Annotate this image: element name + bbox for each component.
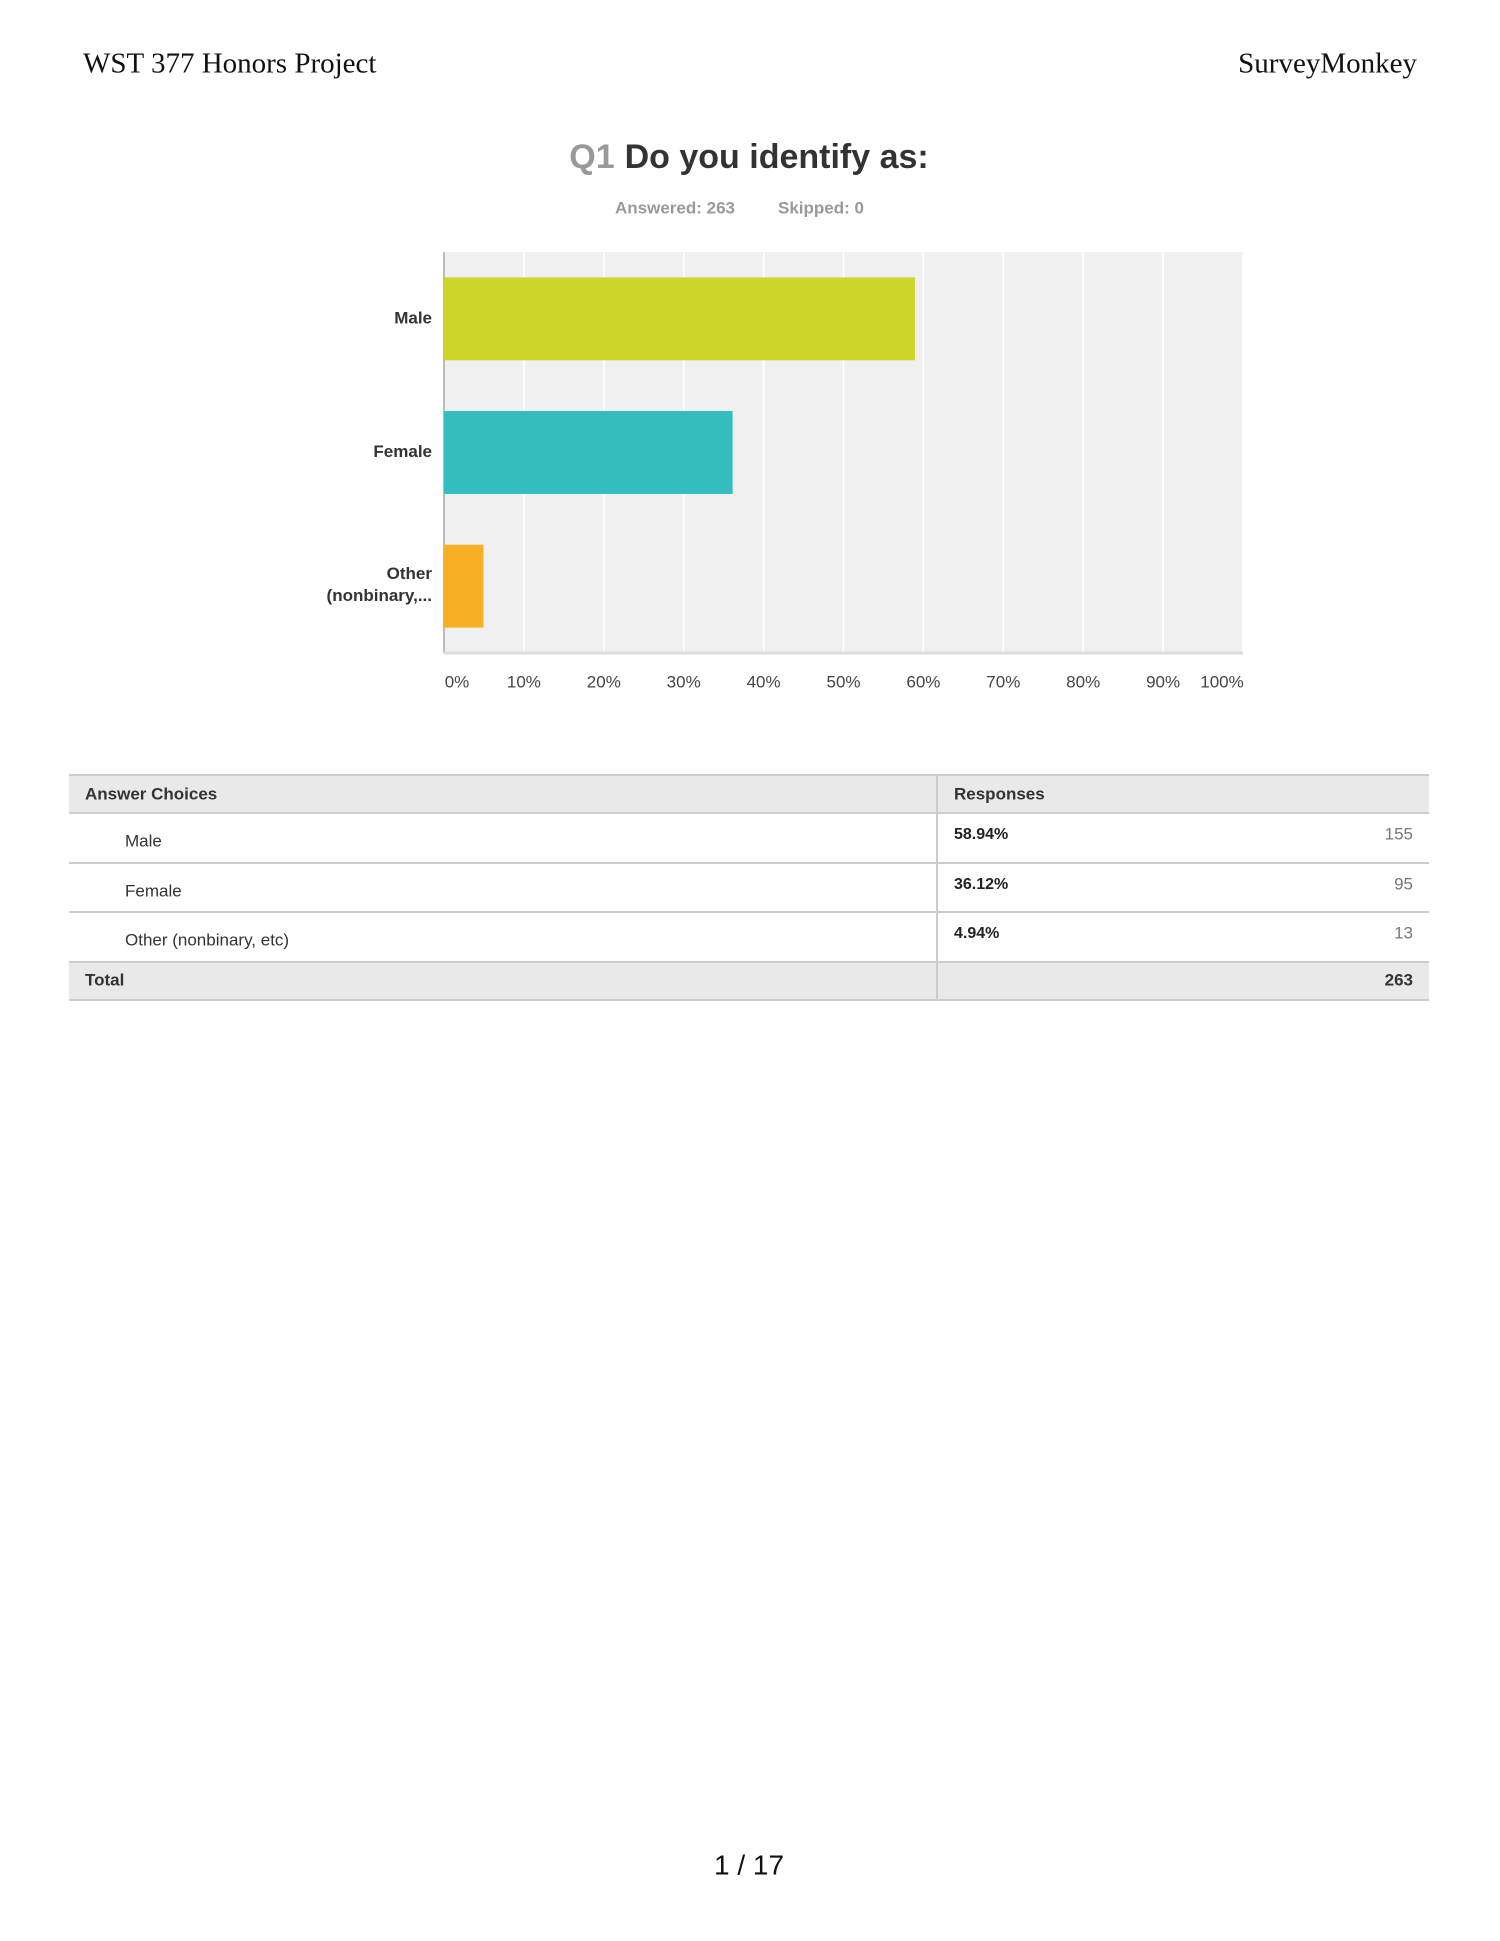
x-tick-label: 50% <box>826 672 860 691</box>
chart-title: Q1 Do you identify as: <box>569 138 929 176</box>
header-right: SurveyMonkey <box>1238 48 1417 80</box>
answer-choice: Female <box>125 881 182 900</box>
x-tick-label: 80% <box>1066 672 1100 691</box>
response-percent: 36.12% <box>954 876 1008 893</box>
answer-choice: Other (nonbinary, etc) <box>125 930 289 949</box>
x-tick-label: 100% <box>1200 672 1243 691</box>
bar <box>444 411 733 494</box>
x-tick-label: 60% <box>906 672 940 691</box>
bar <box>444 277 915 361</box>
x-tick-label: 0% <box>445 672 470 691</box>
response-count: 13 <box>1394 923 1413 942</box>
answer-choice: Male <box>125 831 162 850</box>
x-tick-label: 90% <box>1146 672 1180 691</box>
total-label: Total <box>85 970 124 989</box>
question-text: Do you identify as: <box>625 138 929 176</box>
table-header-bg <box>69 775 1429 813</box>
response-percent: 58.94% <box>954 826 1008 843</box>
table-header: Responses <box>954 784 1045 803</box>
y-tick-label: Female <box>373 442 432 461</box>
response-count: 155 <box>1385 824 1413 843</box>
x-tick-label: 20% <box>587 672 621 691</box>
y-tick-label: Male <box>394 308 432 327</box>
x-tick-label: 40% <box>747 672 781 691</box>
answered-count: Answered: 263 <box>615 198 735 217</box>
x-tick-label: 10% <box>507 672 541 691</box>
table-header: Answer Choices <box>85 784 217 803</box>
y-tick-label: Other (nonbinary,... <box>327 565 433 606</box>
question-number: Q1 <box>569 138 614 176</box>
bar <box>444 544 484 628</box>
total-count: 263 <box>1385 970 1413 989</box>
page-number: 1 / 17 <box>714 1849 784 1880</box>
skipped-count: Skipped: 0 <box>778 198 864 217</box>
header-left: WST 377 Honors Project <box>83 48 376 80</box>
table-total-bg <box>69 962 1429 1000</box>
x-tick-label: 70% <box>986 672 1020 691</box>
response-count: 95 <box>1394 874 1413 893</box>
response-percent: 4.94% <box>954 925 999 942</box>
x-tick-label: 30% <box>667 672 701 691</box>
